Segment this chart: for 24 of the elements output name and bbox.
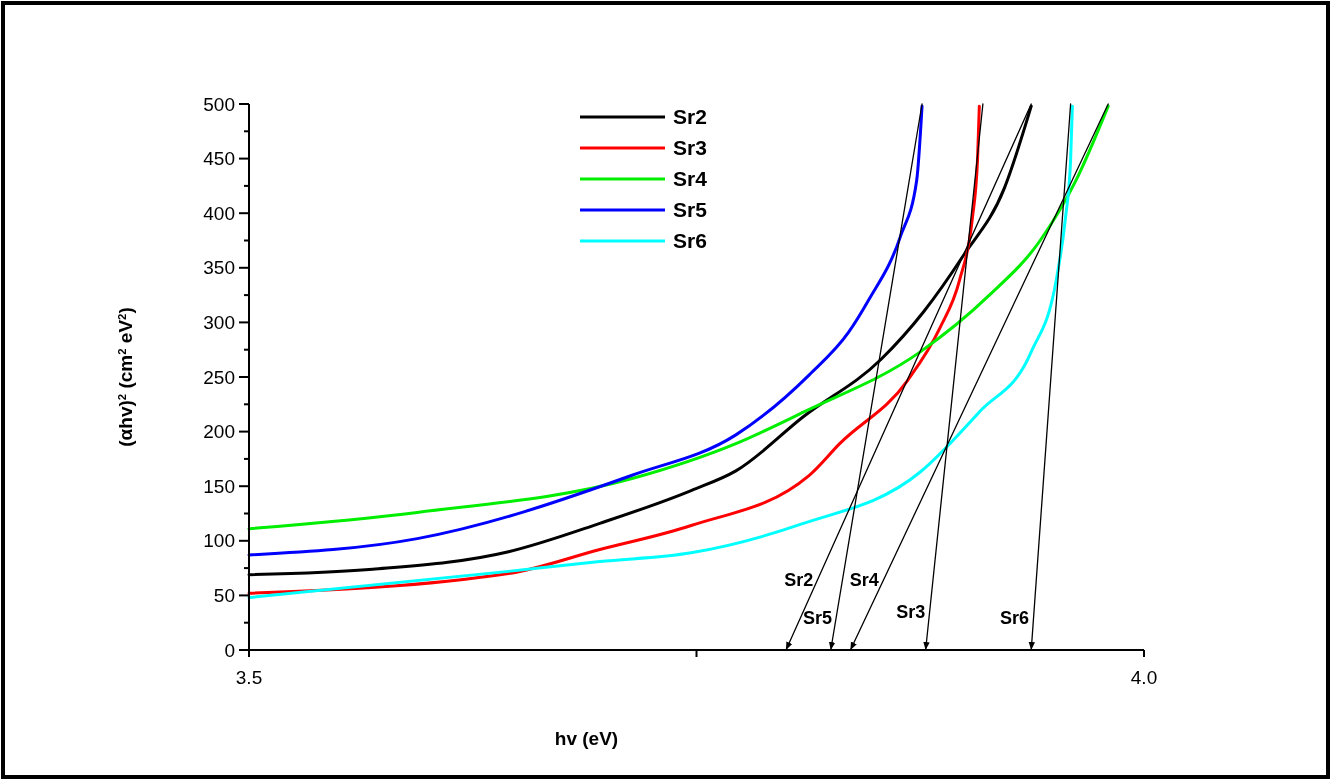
annotation: Sr2 [784, 570, 814, 591]
legend-label: Sr2 [673, 105, 707, 129]
legend-label: Sr4 [673, 167, 708, 191]
y-tick-label: 300 [203, 312, 235, 334]
legend-label: Sr5 [673, 198, 708, 222]
y-tick-label: 50 [213, 585, 235, 607]
y-tick-label: 0 [224, 639, 235, 661]
y-tick-label: 150 [203, 475, 235, 497]
x-tick-label: 4.0 [1130, 667, 1158, 688]
annotation: Sr3 [896, 602, 926, 623]
legend-label: Sr6 [673, 229, 707, 253]
y-tick-label: 500 [203, 93, 235, 115]
y-tick-label: 200 [203, 421, 235, 443]
y-tick-label: 350 [203, 257, 235, 279]
annotation: Sr6 [999, 607, 1030, 628]
x-axis-title: hv (eV) [554, 728, 619, 749]
annotation: Sr5 [803, 607, 833, 628]
x-tick-label: 3.5 [235, 667, 263, 688]
y-tick-label: 100 [203, 530, 235, 552]
y-tick-label: 450 [203, 148, 235, 170]
y-tick-label: 400 [203, 202, 235, 224]
legend-label: Sr3 [673, 136, 707, 160]
annotation: Sr4 [849, 570, 879, 591]
y-tick-label: 250 [203, 366, 235, 388]
